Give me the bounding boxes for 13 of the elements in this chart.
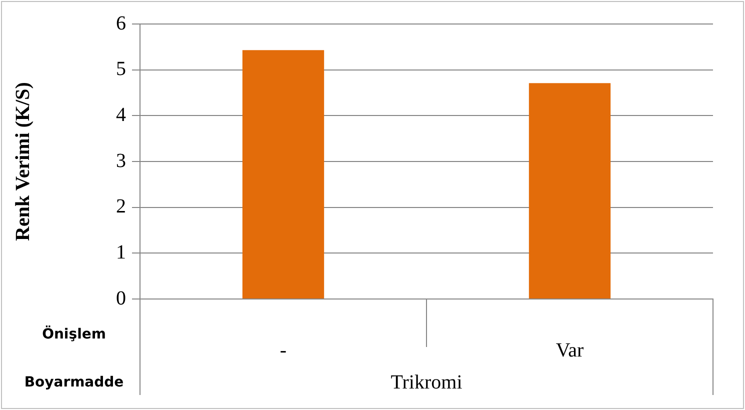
y-tick-label: 4: [116, 104, 126, 126]
y-tick-label: 6: [116, 12, 126, 34]
text: Önişlem: [42, 326, 106, 343]
x-tick-label: -: [280, 339, 287, 362]
y-tick-label: 0: [116, 287, 126, 310]
x-tick-label: Var: [556, 339, 584, 362]
text: Trikromi: [390, 371, 463, 394]
y-axis-title: Renk Verimi (K/S): [12, 82, 34, 241]
y-tick-label: 2: [116, 196, 126, 218]
y-tick-label: 3: [116, 150, 126, 172]
y-tick-label: 1: [116, 241, 126, 264]
y-tick-label: 5: [116, 58, 126, 80]
text: Boyarmadde: [24, 374, 124, 391]
